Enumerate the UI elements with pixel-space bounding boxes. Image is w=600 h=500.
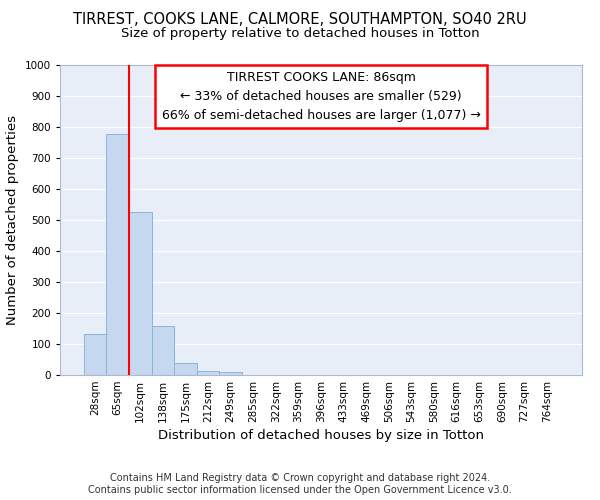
Text: TIRREST, COOKS LANE, CALMORE, SOUTHAMPTON, SO40 2RU: TIRREST, COOKS LANE, CALMORE, SOUTHAMPTO… [73, 12, 527, 28]
Bar [220, 372, 242, 375]
Text: Contains HM Land Registry data © Crown copyright and database right 2024.
Contai: Contains HM Land Registry data © Crown c… [88, 474, 512, 495]
Y-axis label: Number of detached properties: Number of detached properties [6, 115, 19, 325]
Bar [197, 371, 220, 375]
Bar [84, 334, 106, 375]
X-axis label: Distribution of detached houses by size in Totton: Distribution of detached houses by size … [158, 429, 484, 442]
Bar [152, 326, 174, 375]
Bar [106, 134, 129, 375]
Bar [174, 362, 197, 375]
Bar [129, 212, 152, 375]
Text: Size of property relative to detached houses in Totton: Size of property relative to detached ho… [121, 28, 479, 40]
Text: TIRREST COOKS LANE: 86sqm
← 33% of detached houses are smaller (529)
66% of semi: TIRREST COOKS LANE: 86sqm ← 33% of detac… [161, 71, 481, 122]
